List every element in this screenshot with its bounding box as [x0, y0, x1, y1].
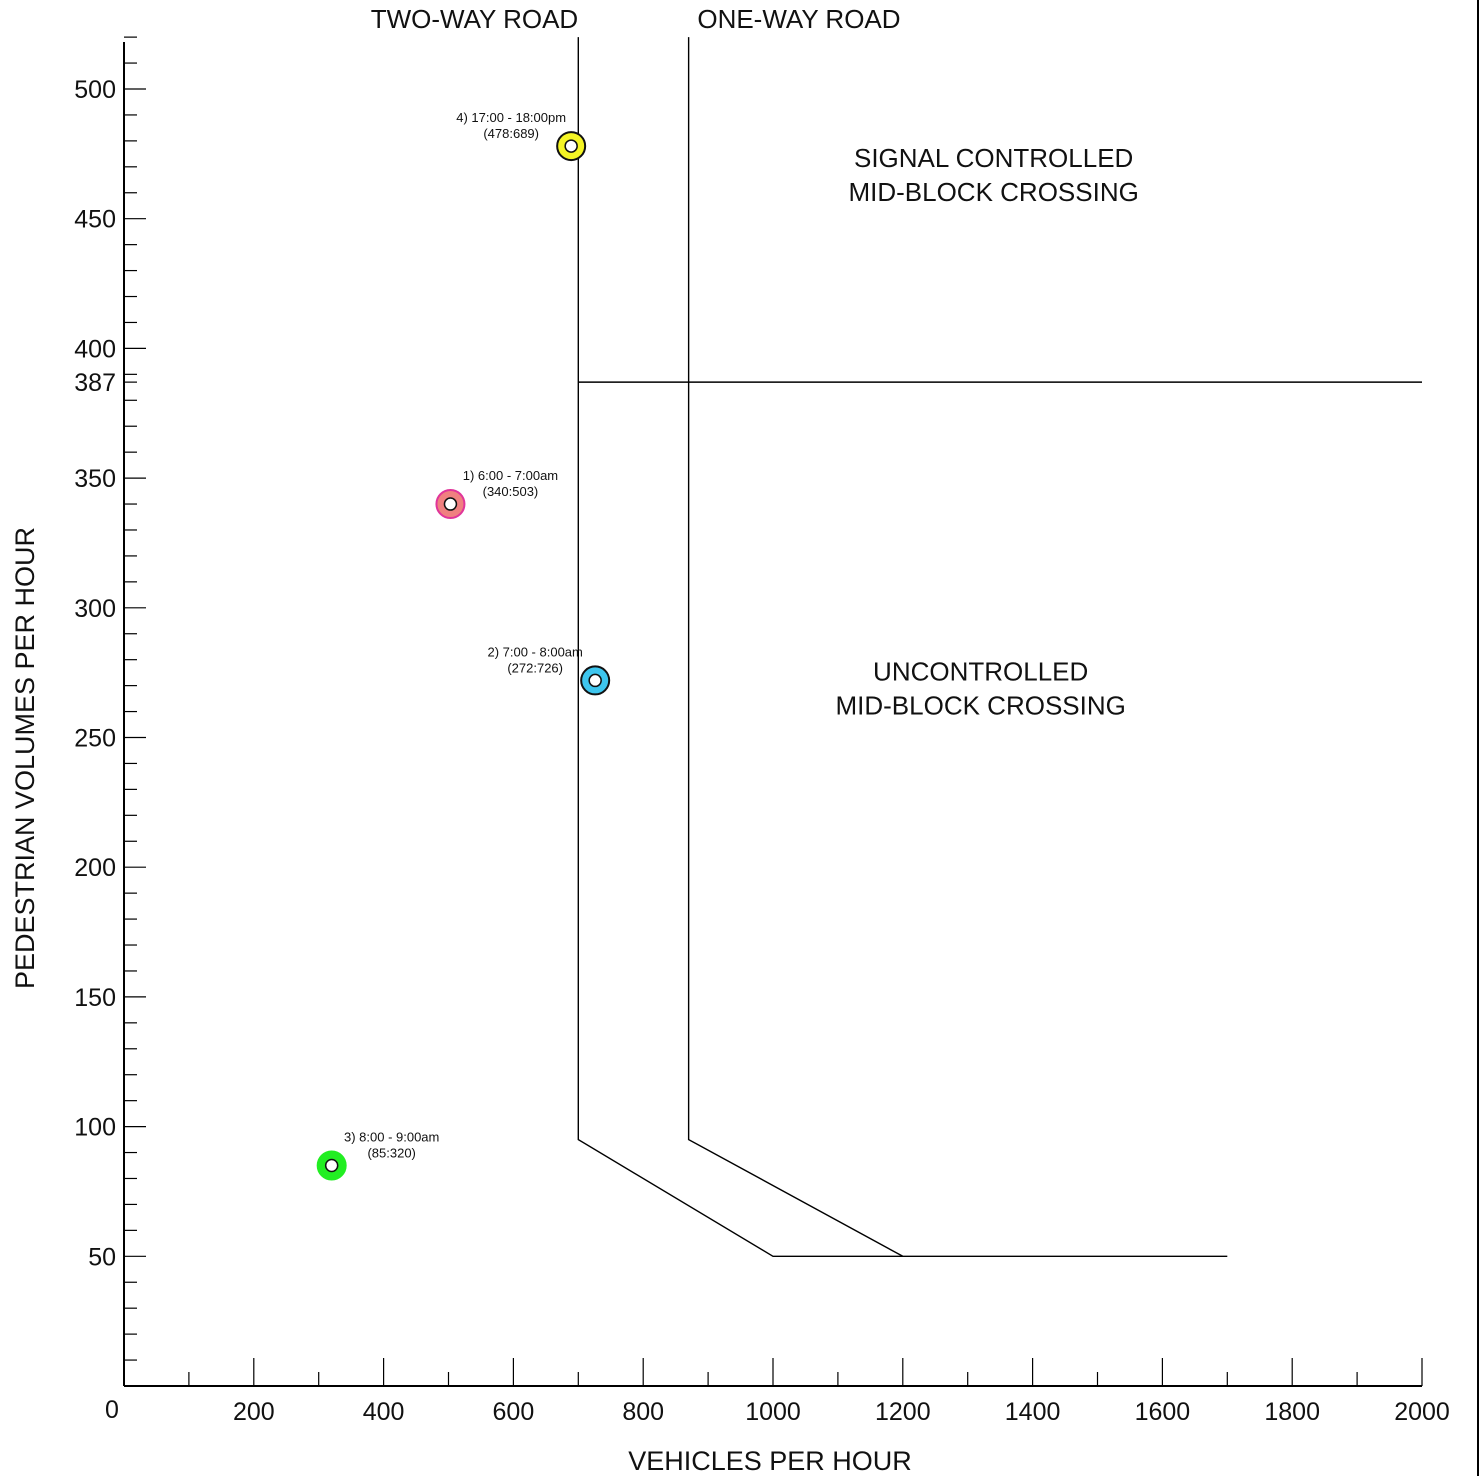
data-point-center	[324, 1158, 339, 1173]
data-point-label: 1) 6:00 - 7:00am	[463, 468, 558, 483]
y-tick-label: 300	[74, 595, 116, 623]
x-tick-label: 200	[233, 1398, 275, 1426]
y-tick-label: 50	[88, 1243, 116, 1271]
boundary-two-way	[577, 37, 1228, 1258]
y-tick-label: 387	[74, 369, 116, 397]
data-point-label: 4) 17:00 - 18:00pm	[456, 110, 566, 125]
region-label: SIGNAL CONTROLLED	[854, 143, 1133, 173]
region-boundaries	[577, 37, 1422, 1258]
data-point-center	[588, 673, 602, 688]
y-tick-label: 150	[74, 984, 116, 1012]
x-axis-label: VEHICLES PER HOUR	[628, 1446, 912, 1476]
region-label: MID-BLOCK CROSSING	[848, 177, 1138, 207]
x-tick-label: 1400	[1005, 1398, 1061, 1426]
data-point-label: 3) 8:00 - 9:00am	[344, 1130, 439, 1145]
y-tick-label: 450	[74, 206, 116, 234]
axes	[123, 0, 1479, 1476]
y-tick-label: 200	[74, 854, 116, 882]
x-tick-label: 1000	[745, 1398, 801, 1426]
y-tick-label: 400	[74, 335, 116, 363]
x-tick-label: 1200	[875, 1398, 931, 1426]
x-tick-label: 400	[363, 1398, 405, 1426]
data-point-value: (478:689)	[483, 126, 539, 141]
ticks: 0 200 400 600 800 1000 1200 1400 1600 1800 2000 50 1…	[74, 36, 1450, 1426]
data-point-value: (85:320)	[367, 1146, 415, 1161]
y-tick-label: 250	[74, 725, 116, 753]
region-label: UNCONTROLLED	[873, 656, 1088, 686]
y-tick-label: 500	[74, 76, 116, 104]
x-tick-label: 600	[493, 1398, 535, 1426]
y-axis-label: PEDESTRIAN VOLUMES PER HOUR	[10, 527, 40, 989]
data-points: 1) 6:00 - 7:00am(340:503) 2) 7:00 - 8:00a…	[316, 110, 611, 1181]
road-label: ONE-WAY ROAD	[697, 4, 900, 34]
y-tick-label: 100	[74, 1114, 116, 1142]
y-tick-label: 350	[74, 465, 116, 493]
data-point-value: (272:726)	[507, 660, 563, 675]
x-tick-label: 2000	[1394, 1398, 1450, 1426]
road-label: TWO-WAY ROAD	[371, 4, 579, 34]
data-point-value: (340:503)	[483, 484, 539, 499]
data-point-label: 2) 7:00 - 8:00am	[487, 644, 582, 659]
data-point-center	[443, 497, 458, 511]
boundary-one-way	[687, 37, 904, 1257]
x-tick-label: 1600	[1135, 1398, 1191, 1426]
data-point-center	[564, 139, 578, 153]
x-tick-label: 0	[105, 1396, 119, 1424]
x-tick-label: 1800	[1264, 1398, 1320, 1426]
x-tick-label: 800	[622, 1398, 664, 1426]
annotations: TWO-WAY ROAD ONE-WAY ROAD SIGNAL CONTROLLE…	[371, 4, 1139, 720]
region-label: MID-BLOCK CROSSING	[835, 690, 1125, 720]
